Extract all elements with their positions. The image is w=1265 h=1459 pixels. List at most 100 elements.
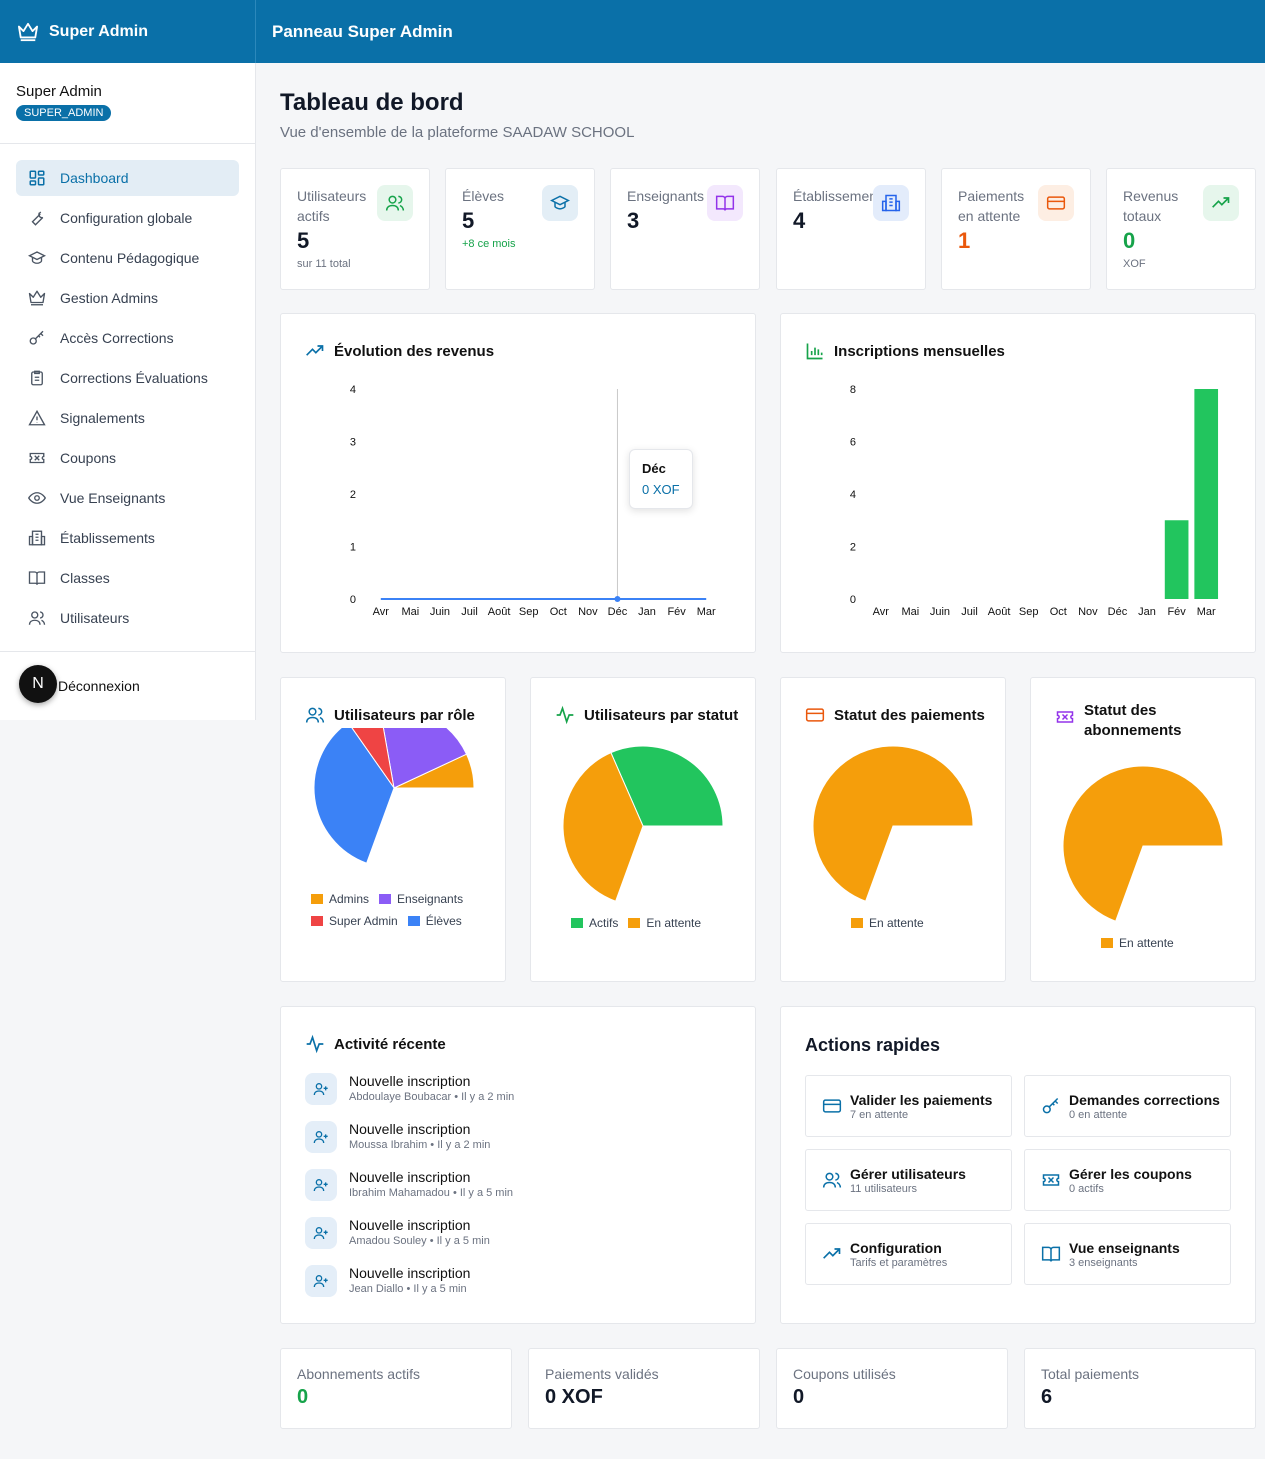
line-point [614, 596, 621, 602]
book-icon [1041, 1244, 1061, 1264]
avatar[interactable]: N [19, 665, 57, 703]
activity-item-title: Nouvelle inscription [349, 1169, 471, 1185]
stat-label: Utilisateurs actifs [297, 188, 367, 224]
chart-title-label: Utilisateurs par statut [584, 706, 739, 724]
logout-button[interactable]: Déconnexion [58, 678, 140, 694]
legend-label: Admins [329, 892, 370, 906]
sidebar-item-admins[interactable]: Gestion Admins [16, 280, 239, 316]
revenue-line-chart[interactable]: 0 1 2 3 4 Avr Mai Juin Juil Août Sep Oct Nov Déc Jan Fé… [281, 314, 755, 634]
pie-slice-élèves [313, 728, 395, 864]
pie-legend: Admins Enseignants Super Admin Élèves [311, 892, 491, 936]
credit-card-icon [805, 705, 825, 725]
page-subtitle: Vue d'ensemble de la plateforme SAADAW S… [280, 124, 635, 141]
activity-item-sub: Amadou Souley • Il y a 5 min [349, 1235, 490, 1247]
qa-sub: 11 utilisateurs [850, 1182, 918, 1195]
sidebar-item-etablissements[interactable]: Établissements [16, 520, 239, 556]
sidebar-footer: N Déconnexion [0, 651, 255, 720]
chart-tooltip: Déc 0 XOF [629, 449, 693, 509]
stat-value: 5 [462, 208, 475, 233]
stat-card-revenus: Revenus totaux 0 XOF [1106, 168, 1256, 290]
wrench-icon [27, 208, 47, 228]
sidebar-item-dashboard[interactable]: Dashboard [16, 160, 239, 196]
qa-configuration[interactable]: Configuration Tarifs et paramètres [805, 1223, 1012, 1285]
subscriptions-pie-chart[interactable] [1031, 748, 1255, 948]
x-tick-label: Mar [697, 606, 716, 618]
sidebar-item-corrections-evaluations[interactable]: Corrections Évaluations [16, 360, 239, 396]
stat-value: 0 [297, 1386, 309, 1408]
legend-label: En attente [646, 916, 702, 930]
chart-title: Statut des paiements [805, 705, 985, 725]
legend-item: Élèves [407, 914, 462, 928]
qa-gerer-utilisateurs[interactable]: Gérer utilisateurs 11 utilisateurs [805, 1149, 1012, 1211]
roles-pie-chart[interactable] [281, 728, 505, 928]
qa-valider-paiements[interactable]: Valider les paiements 7 en attente [805, 1075, 1012, 1137]
sidebar-item-utilisateurs[interactable]: Utilisateurs [16, 600, 239, 636]
legend-swatch [1101, 938, 1113, 948]
brand-name: Super Admin [49, 22, 148, 40]
activity-item-title: Nouvelle inscription [349, 1217, 471, 1233]
key-icon [1041, 1096, 1061, 1116]
legend-swatch [311, 916, 323, 926]
ticket-icon [1041, 1170, 1061, 1190]
sidebar-item-label: Coupons [60, 450, 117, 466]
legend-label: Super Admin [329, 914, 398, 928]
sidebar-item-label: Classes [60, 570, 110, 586]
stat-value: 0 XOF [545, 1386, 603, 1408]
stat-label: Total paiements [1041, 1366, 1140, 1382]
page-title: Tableau de bord [280, 89, 464, 116]
x-tick-label: Avr [873, 606, 890, 618]
building-icon [873, 185, 909, 221]
bar-Fév [1164, 520, 1189, 599]
sidebar-item-label: Signalements [60, 410, 145, 426]
user-plus-icon [305, 1217, 337, 1249]
stat-note: XOF [1123, 258, 1146, 270]
trending-up-icon [305, 341, 325, 361]
stat-label: Enseignants [627, 188, 705, 204]
stat-value: 5 [297, 228, 310, 253]
stat-label: Revenus totaux [1123, 188, 1179, 224]
stat-value: 0 [1123, 228, 1136, 253]
user-plus-icon [305, 1073, 337, 1105]
qa-vue-enseignants[interactable]: Vue enseignants 3 enseignants [1024, 1223, 1231, 1285]
ticket-icon [27, 448, 47, 468]
stat-card-enseignants: Enseignants 3 [610, 168, 760, 290]
x-tick-label: Avr [373, 606, 390, 618]
sidebar-item-label: Corrections Évaluations [60, 370, 208, 386]
topbar-brand: Super Admin [0, 0, 256, 63]
legend-label: Actifs [589, 916, 619, 930]
sidebar-item-vue-enseignants[interactable]: Vue Enseignants [16, 480, 239, 516]
sidebar-item-contenu[interactable]: Contenu Pédagogique [16, 240, 239, 276]
activity-item: Nouvelle inscription Ibrahim Mahamadou • … [305, 1169, 513, 1201]
legend-item: En attente [628, 916, 701, 930]
chart-title: Statut des abonnements [1055, 702, 1184, 741]
bottom-stat-coupons: Coupons utilisés 0 [776, 1348, 1008, 1429]
activity-item-title: Nouvelle inscription [349, 1073, 471, 1089]
chart-title: Utilisateurs par rôle [305, 705, 475, 725]
bottom-stat-abonnements: Abonnements actifs 0 [280, 1348, 512, 1429]
sidebar-item-signalements[interactable]: Signalements [16, 400, 239, 436]
inscriptions-bar-chart[interactable]: 0 2 4 6 8 Avr Mai Juin Juil Août Sep Oct Nov Déc Jan Fé… [781, 314, 1255, 634]
building-icon [27, 528, 47, 548]
qa-gerer-coupons[interactable]: Gérer les coupons 0 actifs [1024, 1149, 1231, 1211]
stat-note: sur 11 total [297, 258, 351, 270]
status-pie-chart[interactable] [531, 728, 755, 928]
pie-card-subscriptions: Statut des abonnements En attente [1030, 677, 1256, 982]
dashboard-icon [27, 168, 47, 188]
y-tick-label: 0 [350, 594, 356, 606]
sidebar-item-classes[interactable]: Classes [16, 560, 239, 596]
legend-item: Enseignants [379, 892, 463, 906]
sidebar-item-configuration[interactable]: Configuration globale [16, 200, 239, 236]
crown-icon [17, 22, 39, 42]
qa-demandes-corrections[interactable]: Demandes corrections 0 en attente [1024, 1075, 1231, 1137]
clipboard-icon [27, 368, 47, 388]
sidebar-item-acces-corrections[interactable]: Accès Corrections [16, 320, 239, 356]
legend-item: Super Admin [311, 914, 398, 928]
activity-item: Nouvelle inscription Moussa Ibrahim • Il … [305, 1121, 490, 1153]
chart-title: Utilisateurs par statut [555, 705, 738, 725]
chart-title: Inscriptions mensuelles [805, 341, 1005, 361]
sidebar-item-coupons[interactable]: Coupons [16, 440, 239, 476]
stat-label: Abonnements actifs [297, 1366, 420, 1382]
stat-value: 6 [1041, 1386, 1053, 1408]
payments-pie-chart[interactable] [781, 728, 1005, 928]
sidebar-item-label: Contenu Pédagogique [60, 250, 200, 266]
